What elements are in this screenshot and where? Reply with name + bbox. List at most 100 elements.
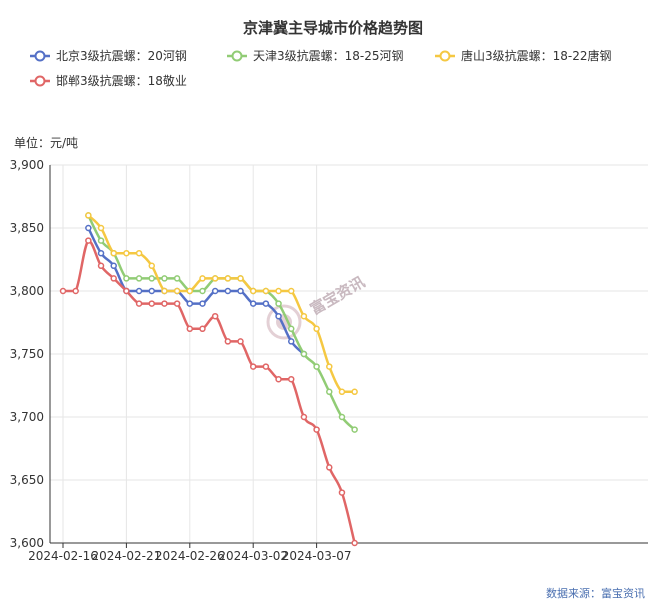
data-point[interactable]	[287, 287, 295, 295]
data-point[interactable]	[199, 325, 206, 333]
data-point[interactable]	[173, 275, 181, 282]
legend: 北京3级抗震螺：20河钢 天津3级抗震螺：18-25河钢 唐山3级抗震螺：18-22…	[30, 48, 612, 88]
data-point[interactable]	[287, 325, 295, 333]
legend-item[interactable]: 唐山3级抗震螺：18-22唐钢	[435, 48, 612, 63]
data-point[interactable]	[123, 249, 130, 257]
data-point[interactable]	[249, 287, 257, 295]
data-point[interactable]	[262, 300, 270, 307]
data-point[interactable]	[351, 426, 358, 433]
data-point[interactable]	[148, 275, 156, 282]
data-point[interactable]	[326, 363, 333, 370]
data-point[interactable]	[110, 249, 117, 257]
legend-label: 北京3级抗震螺：20河钢	[56, 48, 187, 63]
data-point[interactable]	[148, 262, 156, 270]
data-point[interactable]	[161, 275, 168, 282]
data-point[interactable]	[338, 388, 346, 396]
data-point[interactable]	[326, 464, 333, 471]
data-point[interactable]	[224, 287, 232, 295]
data-point[interactable]	[351, 539, 358, 547]
data-point[interactable]	[275, 300, 282, 307]
data-point[interactable]	[313, 363, 320, 370]
data-point[interactable]	[338, 489, 346, 496]
data-point[interactable]	[224, 275, 232, 282]
grid	[50, 164, 648, 543]
legend-swatch-marker	[231, 50, 243, 62]
data-point[interactable]	[313, 325, 320, 333]
data-point[interactable]	[262, 287, 270, 295]
data-point[interactable]	[351, 388, 358, 396]
data-point[interactable]	[97, 262, 105, 270]
legend-swatch-marker	[34, 50, 46, 62]
legend-item[interactable]: 天津3级抗震螺：18-25河钢	[227, 48, 404, 63]
data-point[interactable]	[59, 287, 67, 295]
data-point[interactable]	[300, 350, 308, 358]
data-point[interactable]	[326, 388, 333, 396]
data-point[interactable]	[85, 212, 92, 219]
data-point[interactable]	[300, 413, 308, 421]
data-point[interactable]	[300, 312, 308, 320]
data-point[interactable]	[275, 375, 282, 383]
data-point[interactable]	[161, 287, 168, 295]
legend-item[interactable]: 北京3级抗震螺：20河钢	[30, 48, 187, 63]
data-point[interactable]	[338, 413, 346, 421]
series-line	[87, 214, 356, 431]
data-point[interactable]	[110, 275, 117, 282]
data-point[interactable]	[287, 375, 295, 383]
data-point[interactable]	[110, 262, 117, 270]
data-point[interactable]	[72, 287, 79, 295]
data-point[interactable]	[97, 237, 105, 244]
data-point[interactable]	[237, 338, 244, 345]
data-point[interactable]	[135, 300, 143, 307]
x-tick-label: 2024-03-07	[282, 549, 352, 563]
legend-item[interactable]: 邯郸3级抗震螺：18敬业	[30, 73, 187, 88]
data-point[interactable]	[173, 300, 181, 307]
data-point[interactable]	[173, 287, 181, 295]
data-point[interactable]	[123, 287, 130, 295]
data-point[interactable]	[199, 287, 206, 295]
data-point[interactable]	[97, 224, 105, 232]
series-3	[85, 212, 358, 396]
data-point[interactable]	[211, 287, 219, 295]
y-tick-label: 3,750	[10, 347, 44, 361]
data-point[interactable]	[97, 249, 105, 257]
data-point[interactable]	[287, 338, 295, 345]
data-point[interactable]	[186, 325, 194, 333]
data-point[interactable]	[224, 338, 232, 345]
data-point[interactable]	[262, 363, 270, 370]
series-4	[59, 237, 358, 547]
y-tick-label: 3,800	[10, 284, 44, 298]
data-point[interactable]	[85, 237, 92, 244]
data-point[interactable]	[237, 275, 244, 282]
data-point[interactable]	[148, 300, 156, 307]
data-point[interactable]	[161, 300, 168, 307]
data-point[interactable]	[186, 287, 194, 295]
data-point[interactable]	[211, 312, 219, 320]
y-tick-label: 3,900	[10, 158, 44, 172]
axes: 3,600 3,650 3,700 3,750 3,800 3,850 3,900 2024-…	[10, 158, 648, 563]
y-tick-label: 3,700	[10, 410, 44, 424]
data-point[interactable]	[275, 287, 282, 295]
legend-label: 天津3级抗震螺：18-25河钢	[253, 48, 404, 63]
data-point[interactable]	[135, 275, 143, 282]
data-point[interactable]	[275, 312, 282, 320]
legend-label: 唐山3级抗震螺：18-22唐钢	[461, 48, 612, 63]
y-tick-label: 3,650	[10, 473, 44, 487]
y-tick-label: 3,600	[10, 536, 44, 550]
data-point[interactable]	[249, 363, 257, 370]
data-point[interactable]	[85, 224, 92, 232]
series-layer	[59, 212, 358, 547]
data-point[interactable]	[148, 287, 156, 295]
data-point[interactable]	[186, 300, 194, 307]
source-label: 数据来源：富宝资讯	[546, 586, 645, 600]
data-point[interactable]	[199, 275, 206, 282]
data-point[interactable]	[135, 287, 143, 295]
data-point[interactable]	[313, 426, 320, 433]
data-point[interactable]	[211, 275, 219, 282]
data-point[interactable]	[237, 287, 244, 295]
x-tick-label: 2024-02-21	[92, 549, 162, 563]
data-point[interactable]	[249, 300, 257, 307]
data-point[interactable]	[199, 300, 206, 307]
data-point[interactable]	[135, 249, 143, 257]
data-point[interactable]	[123, 275, 130, 282]
